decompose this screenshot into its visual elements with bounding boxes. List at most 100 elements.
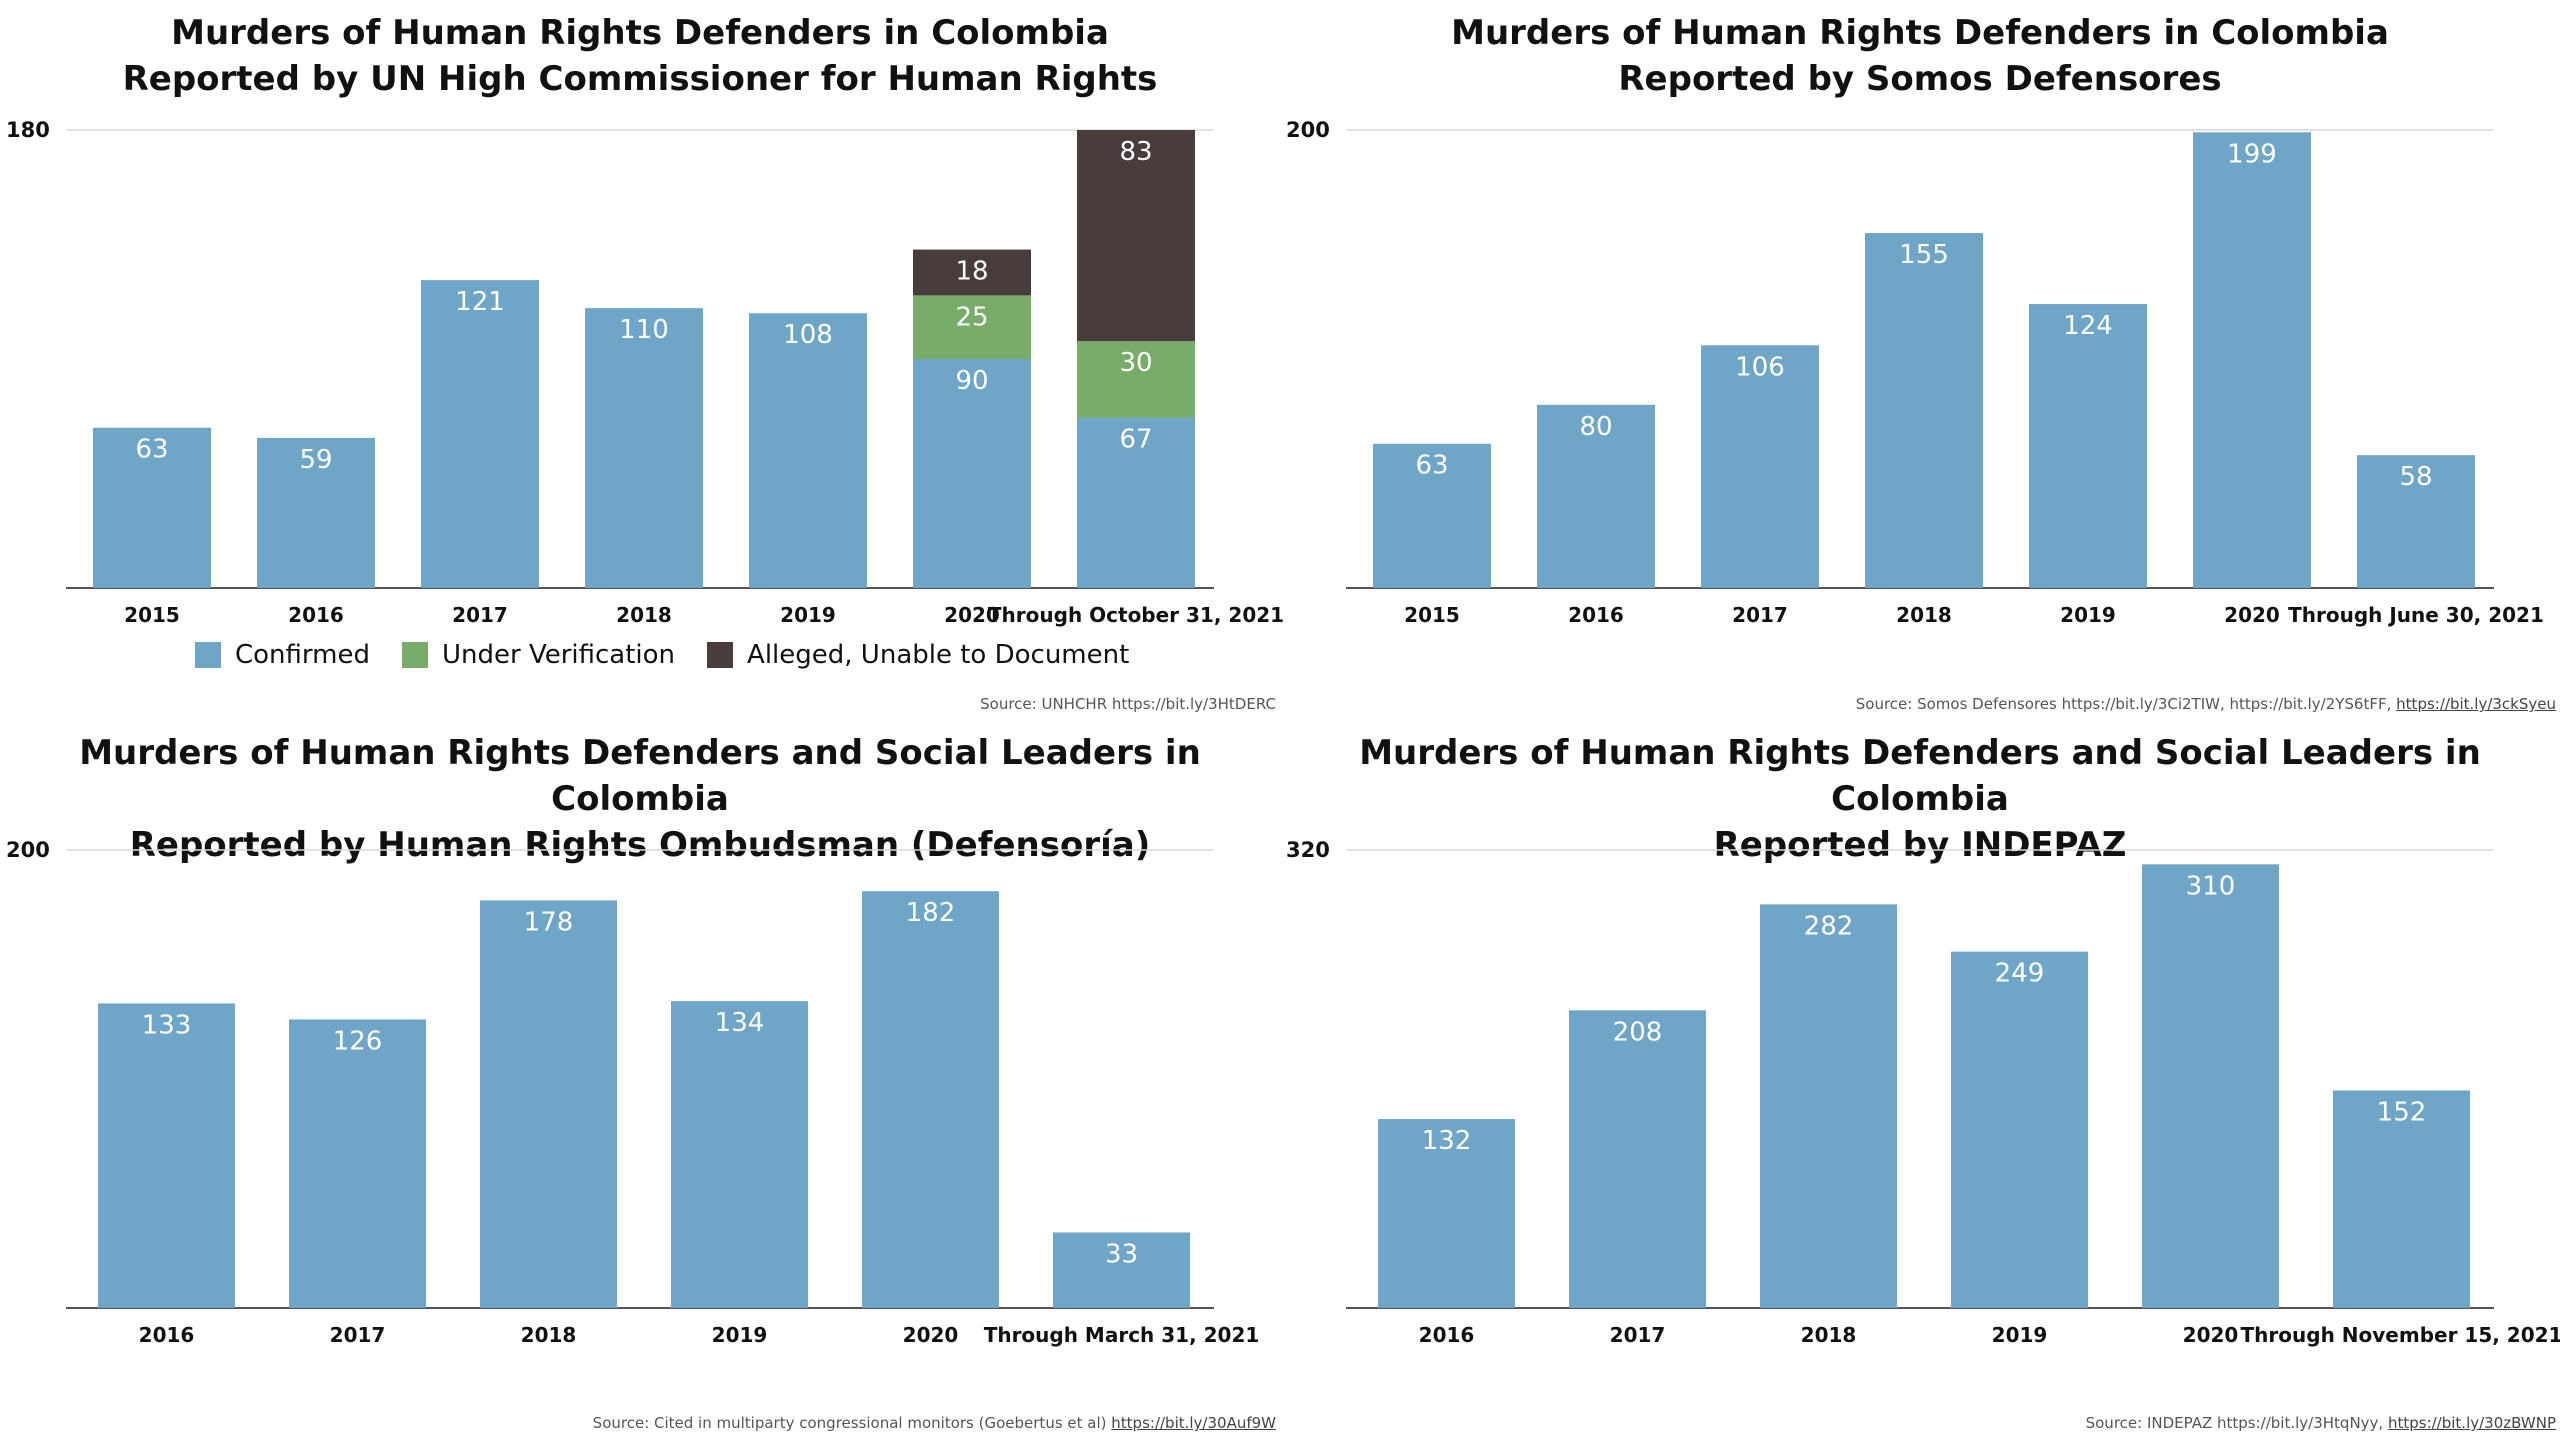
source-link[interactable]: https://bit.ly/30Auf9W (1111, 1414, 1276, 1432)
x-tick-label: 2019 (712, 1323, 768, 1347)
bar-2018-value (480, 900, 617, 1308)
bar-2016-value (98, 1003, 235, 1308)
chart-panel-defensoria: Murders of Human Rights Defenders and So… (0, 720, 1280, 1440)
x-tick-label: 2016 (1419, 1323, 1475, 1347)
x-tick-label: Through November 15, 2021 (2241, 1323, 2560, 1347)
bar-2020-confirmed (913, 359, 1031, 588)
x-tick-label: 2016 (288, 603, 344, 627)
chart-source: Source: INDEPAZ https://bit.ly/3HtqNyy, … (2086, 1414, 2556, 1432)
chart-title: Murders of Human Rights Defenders in Col… (0, 10, 1280, 102)
bar-2017-value (1701, 345, 1819, 588)
data-label: 33 (1105, 1239, 1138, 1269)
data-label: 182 (906, 898, 956, 928)
bar-2020-value (2142, 864, 2279, 1308)
data-label: 108 (783, 320, 833, 350)
bar-2017-confirmed (421, 280, 539, 588)
bar-2016-confirmed (257, 437, 375, 588)
legend-item-confirmed: Confirmed (195, 640, 370, 670)
chart-title: Murders of Human Rights Defenders and So… (0, 730, 1280, 868)
x-tick-label: 2017 (330, 1323, 386, 1347)
chart-title: Murders of Human Rights Defenders in Col… (1280, 10, 2560, 102)
x-tick-label: 2017 (452, 603, 508, 627)
x-tick-label: 2017 (1610, 1323, 1666, 1347)
source-text: Source: INDEPAZ https://bit.ly/3HtqNyy, (2085, 1414, 2384, 1432)
legend-item-under-verification: Under Verification (401, 640, 675, 670)
y-tick-label: 320 (1286, 838, 1330, 862)
bar-2016-value (1378, 1119, 1515, 1308)
x-tick-label: Through June 30, 2021 (2288, 603, 2544, 627)
chart-title-line1: Murders of Human Rights Defenders in Col… (1451, 13, 2389, 53)
chart-source: Source: Cited in multiparty congressiona… (593, 1414, 1276, 1432)
x-tick-label: 2015 (124, 603, 180, 627)
bar-2019-confirmed (749, 313, 867, 588)
legend-item-alleged: Alleged, Unable to Document (707, 640, 1129, 670)
data-label: 132 (1422, 1126, 1472, 1156)
x-tick-label: 2020 (2224, 603, 2280, 627)
data-label: 83 (1119, 137, 1152, 167)
data-label: 59 (299, 445, 332, 475)
x-tick-label: 2015 (1404, 603, 1460, 627)
legend-label-confirmed: Confirmed (235, 640, 370, 670)
bar-Through October 31, 2021-alleged-unable-to-document (1077, 130, 1195, 342)
data-label: 67 (1119, 425, 1152, 455)
data-label: 63 (135, 435, 168, 465)
bar-2018-value (1760, 904, 1897, 1308)
bar-2017-value (289, 1019, 426, 1308)
chart-source: Source: Somos Defensores https://bit.ly/… (1856, 695, 2556, 713)
legend-swatch-confirmed (195, 642, 221, 668)
data-label: 63 (1415, 451, 1448, 481)
x-tick-label: 2018 (616, 603, 672, 627)
chart-title-line2: Reported by UN High Commissioner for Hum… (122, 59, 1158, 99)
y-tick-label: 200 (1286, 118, 1330, 142)
x-tick-label: Through October 31, 2021 (988, 603, 1284, 627)
x-tick-label: 2020 (2183, 1323, 2239, 1347)
chart-title-line1: Murders of Human Rights Defenders and So… (79, 733, 1201, 819)
data-label: 208 (1613, 1017, 1663, 1047)
bar-Through June 30, 2021-value (2357, 455, 2475, 588)
x-tick-label: 2017 (1732, 603, 1788, 627)
x-tick-label: 2018 (1896, 603, 1952, 627)
data-label: 178 (524, 907, 574, 937)
chart-panel-somos-defensores: Murders of Human Rights Defenders in Col… (1280, 0, 2560, 720)
source-text: Source: Cited in multiparty congressiona… (592, 1414, 1107, 1432)
x-tick-label: 2019 (1992, 1323, 2048, 1347)
chart-title-line1: Murders of Human Rights Defenders in Col… (171, 13, 1109, 53)
x-tick-label: Through March 31, 2021 (984, 1323, 1260, 1347)
bar-Through October 31, 2021-confirmed (1077, 417, 1195, 588)
x-tick-label: 2019 (780, 603, 836, 627)
bar-2020-value (862, 891, 999, 1308)
source-text: Source: Somos Defensores https://bit.ly/… (1855, 695, 2392, 713)
data-label: 152 (2377, 1097, 2427, 1127)
bar-2016-value (1537, 404, 1655, 588)
chart-legend: Confirmed Under Verification Alleged, Un… (195, 640, 1161, 670)
data-label: 134 (715, 1008, 765, 1038)
chart-title: Murders of Human Rights Defenders and So… (1280, 730, 2560, 868)
chart-panel-indepaz: Murders of Human Rights Defenders and So… (1280, 720, 2560, 1440)
data-label: 155 (1899, 240, 1949, 270)
chart-source: Source: UNHCHR https://bit.ly/3HtDERC (980, 695, 1276, 713)
bar-2018-value (1865, 233, 1983, 589)
chart-svg: 200 63 2015 80 2016 106 2017 155 2018 124 2019 199 2… (1286, 118, 2544, 627)
bar-Through October 31, 2021-under-verification (1077, 341, 1195, 418)
data-label: 58 (2399, 462, 2432, 492)
chart-title-line2: Reported by INDEPAZ (1713, 825, 2127, 865)
x-tick-label: 2020 (944, 603, 1000, 627)
bar-2020-value (2193, 132, 2311, 589)
bar-2020-under-verification (913, 295, 1031, 359)
data-label: 30 (1119, 348, 1152, 378)
y-tick-label: 180 (6, 118, 50, 142)
x-tick-label: 2018 (1801, 1323, 1857, 1347)
data-label: 121 (455, 287, 505, 317)
data-label: 310 (2186, 871, 2236, 901)
data-label: 18 (955, 257, 988, 287)
bar-2017-value (1569, 1010, 1706, 1308)
source-link[interactable]: https://bit.ly/3ckSyeu (2396, 695, 2556, 713)
chart-svg: 180 63 2015 59 2016 121 2017 110 2018 108 2019 90 25… (6, 118, 1284, 627)
chart-svg: 200 133 2016 126 2017 178 2018 134 2019 182 2020 33… (6, 838, 1260, 1347)
data-label: 25 (955, 302, 988, 332)
legend-swatch-alleged (707, 642, 734, 668)
y-tick-label: 200 (6, 838, 50, 862)
source-link[interactable]: https://bit.ly/30zBWNP (2387, 1414, 2556, 1432)
data-label: 124 (2063, 311, 2113, 341)
chart-panel-unhchr: Murders of Human Rights Defenders in Col… (0, 0, 1284, 720)
